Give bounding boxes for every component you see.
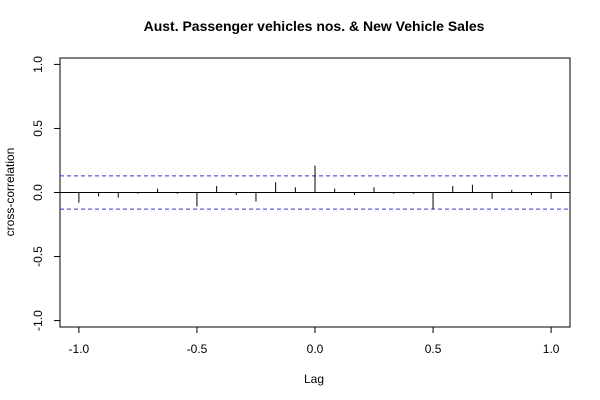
chart-title: Aust. Passenger vehicles nos. & New Vehi… [144, 18, 485, 34]
x-tick-label: 1.0 [543, 342, 560, 356]
x-tick-label: -1.0 [69, 342, 90, 356]
x-tick-label: -0.5 [187, 342, 208, 356]
x-axis-label: Lag [304, 372, 324, 386]
y-axis-label: cross-correlation [3, 148, 17, 237]
y-axis: -1.0 -0.5 0.0 0.5 1.0 [31, 56, 60, 331]
correlation-bars [78, 165, 552, 210]
x-tick-label: 0.0 [307, 342, 324, 356]
x-axis: -1.0 -0.5 0.0 0.5 1.0 [69, 327, 560, 356]
y-tick-label: 0.0 [31, 184, 45, 201]
y-tick-label: -0.5 [31, 246, 45, 267]
x-tick-label: 0.5 [425, 342, 442, 356]
y-tick-label: 0.5 [31, 120, 45, 137]
y-tick-label: 1.0 [31, 56, 45, 73]
y-tick-label: -1.0 [31, 310, 45, 331]
